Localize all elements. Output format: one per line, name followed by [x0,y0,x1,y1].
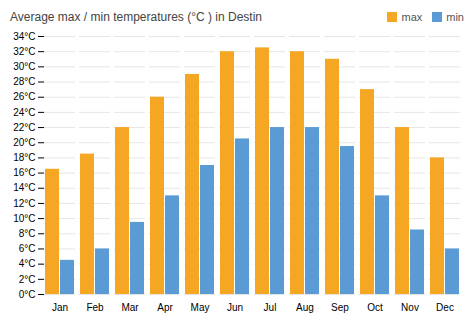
svg-text:20°C: 20°C [13,137,35,148]
svg-text:4°C: 4°C [19,258,36,269]
html-text:max: max [401,11,423,23]
svg-text:34°C: 34°C [13,31,35,42]
svg-text:Feb: Feb [86,302,104,313]
svg-text:Oct: Oct [367,302,383,313]
svg-text:Nov: Nov [401,302,419,313]
svg-text:14°C: 14°C [13,182,35,193]
svg-text:18°C: 18°C [13,152,35,163]
svg-text:Apr: Apr [157,302,173,313]
svg-text:May: May [191,302,210,313]
svg-text:6°C: 6°C [19,243,36,254]
svg-text:Jun: Jun [227,302,243,313]
svg-text:24°C: 24°C [13,107,35,118]
svg-text:16°C: 16°C [13,167,35,178]
svg-text:Sep: Sep [331,302,349,313]
svg-text:32°C: 32°C [13,46,35,57]
svg-text:Jan: Jan [52,302,68,313]
svg-text:Mar: Mar [121,302,139,313]
svg-text:Aug: Aug [296,302,314,313]
svg-text:30°C: 30°C [13,61,35,72]
svg-text:28°C: 28°C [13,76,35,87]
html-text:min: min [446,11,464,23]
svg-text:0°C: 0°C [19,289,36,300]
svg-text:Dec: Dec [436,302,454,313]
svg-text:10°C: 10°C [13,213,35,224]
svg-text:22°C: 22°C [13,122,35,133]
svg-text:2°C: 2°C [19,274,36,285]
html-text:Average max / min temperatures: Average max / min temperatures (°C ) in … [10,10,262,24]
svg-text:26°C: 26°C [13,91,35,102]
svg-text:8°C: 8°C [19,228,36,239]
svg-text:12°C: 12°C [13,198,35,209]
svg-text:Jul: Jul [264,302,277,313]
